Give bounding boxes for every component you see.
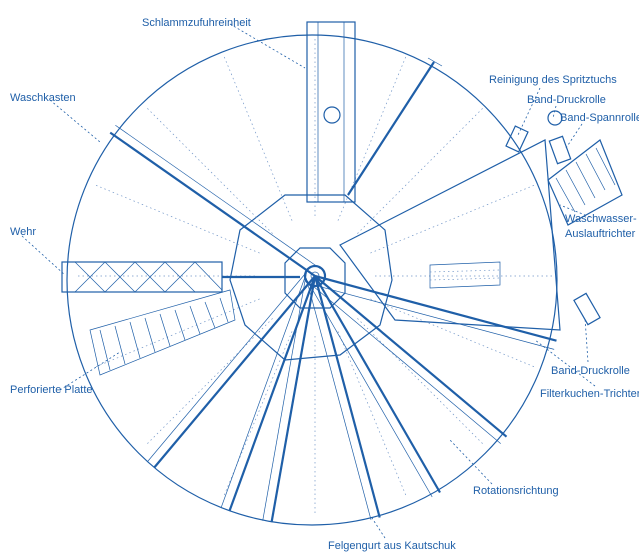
label-filterkuchen-trichter: Filterkuchen-Trichter [540,388,639,400]
dotted-spoke [93,183,260,254]
dotted-spoke [370,183,537,254]
frame-arm [153,275,316,469]
dotted-spoke [222,54,293,221]
frame-arm [314,275,508,438]
label-band-spannrolle: Band-Spannrolle [560,112,639,124]
wash-water-outlet-hopper [547,139,623,226]
filter-cake-hopper [339,139,561,331]
label-schlammzufuhreinheit: Schlammzufuhreinheit [142,17,251,29]
dotted-spoke [370,298,537,369]
inner-hub [229,194,393,361]
dotted-spoke [145,106,273,234]
label-felgengurt: Felgengurt aus Kautschuk [328,540,456,552]
dotted-spoke [357,106,485,234]
frame-arm [270,275,317,523]
label-waschwasser-1: Waschwasser- [565,213,637,225]
dotted-spoke [337,331,408,498]
label-wehr: Wehr [10,226,37,238]
frame-arm [109,131,316,277]
frame-arm-rail [220,272,307,508]
belt-press-roller-bottom [573,292,601,326]
weir [61,261,300,293]
label-rotationsrichtung: Rotationsrichtung [473,485,559,497]
frame-arm-rail [305,278,372,520]
label-waschwasser-2: Auslauftrichter [565,228,636,240]
frame-arm-rail [115,124,321,269]
perforated-plate [89,289,236,376]
outer-rim [66,34,558,526]
label-band-druckrolle-top: Band-Druckrolle [527,94,606,106]
sludge-feed-unit [306,21,443,203]
dotted-spoke [93,298,260,369]
frame-arm [314,275,441,494]
frame-arm-rail [306,280,433,498]
spray-cloth-cleaning [505,125,529,153]
frame-arms [109,124,557,523]
label-band-druckrolle-bottom: Band-Druckrolle [551,365,630,377]
dotted-spoke [357,318,485,446]
frame-arm-rail [262,274,307,521]
centre-shaft [303,264,327,288]
label-reinigung-des-spritztuchs: Reinigung des Spritztuchs [489,74,617,86]
frame-arm [313,275,381,518]
frame-arm-rail [147,269,309,462]
leader-lines [21,23,596,539]
belt-tension-roller [548,135,572,165]
label-waschkasten: Waschkasten [10,92,76,104]
label-perforierte-platte: Perforierte Platte [10,384,93,396]
centre-boss [284,247,346,309]
dotted-spoke [337,54,408,221]
frame-arm-rail [308,282,501,444]
frame-arm [314,274,557,342]
dotted-spoke [145,318,273,446]
frame-arm-rail [312,284,555,350]
frame-arm [228,275,317,512]
